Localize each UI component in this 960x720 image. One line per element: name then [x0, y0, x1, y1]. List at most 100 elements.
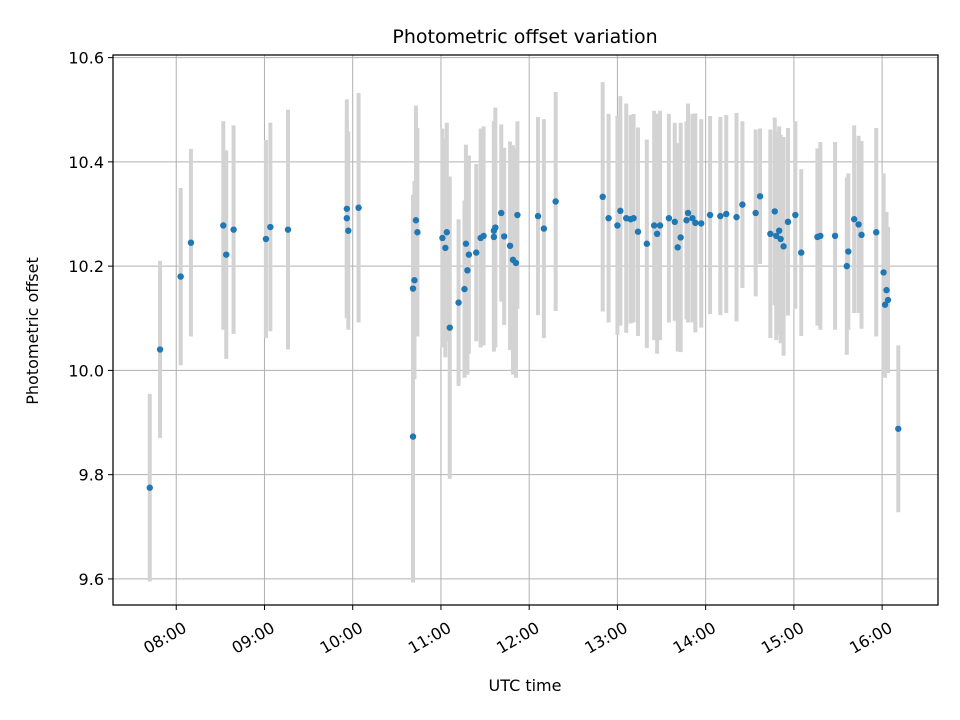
- y-tick-label: 10.0: [68, 361, 104, 380]
- data-point: [650, 222, 658, 229]
- data-point: [777, 235, 784, 243]
- data-point: [855, 221, 862, 228]
- data-point: [665, 214, 673, 222]
- data-point: [187, 239, 195, 246]
- data-point: [343, 214, 351, 222]
- data-point: [884, 296, 892, 304]
- data-point: [617, 207, 624, 215]
- data-point: [534, 212, 542, 220]
- data-point: [540, 225, 548, 232]
- data-point: [465, 251, 473, 258]
- data-point: [767, 230, 774, 238]
- data-point: [605, 214, 612, 222]
- data-point: [500, 233, 508, 240]
- data-point: [771, 208, 778, 215]
- y-tick-label: 10.2: [68, 257, 104, 276]
- data-point: [698, 220, 705, 227]
- data-point: [717, 212, 724, 220]
- data-point: [895, 425, 902, 432]
- y-tick-label: 9.8: [79, 466, 104, 485]
- data-point: [780, 243, 787, 250]
- y-axis-label: Photometric offset: [23, 257, 42, 405]
- y-tick-label: 10.6: [68, 49, 104, 68]
- data-point: [792, 211, 799, 219]
- y-tick-label: 10.4: [68, 153, 104, 172]
- data-point: [490, 233, 498, 241]
- data-points: [146, 193, 902, 491]
- data-point: [439, 234, 446, 242]
- data-point: [284, 226, 292, 233]
- chart-title: Photometric offset variation: [392, 26, 657, 48]
- data-point: [480, 232, 487, 240]
- data-point: [411, 277, 418, 284]
- data-point: [656, 222, 664, 229]
- data-point: [752, 209, 759, 217]
- data-point: [230, 226, 237, 233]
- data-point: [706, 211, 714, 219]
- data-point: [873, 229, 880, 236]
- data-point: [461, 285, 468, 293]
- data-point: [506, 242, 514, 250]
- data-point: [455, 299, 462, 306]
- data-point: [684, 209, 692, 217]
- data-point: [512, 259, 520, 267]
- data-point: [784, 218, 792, 226]
- data-point: [262, 235, 270, 243]
- x-axis-label: UTC time: [489, 676, 562, 695]
- data-point: [653, 230, 661, 238]
- data-point: [220, 222, 227, 229]
- data-point: [599, 193, 606, 201]
- data-point: [880, 269, 887, 276]
- data-point: [671, 218, 678, 226]
- data-point: [881, 301, 889, 308]
- data-point: [355, 204, 362, 211]
- data-point: [177, 273, 184, 280]
- data-point: [643, 240, 651, 247]
- data-point: [845, 248, 852, 255]
- data-point: [412, 217, 420, 224]
- data-point: [552, 198, 559, 205]
- data-point: [739, 201, 746, 208]
- data-point: [223, 251, 230, 258]
- data-point: [630, 214, 637, 222]
- plot-area-frame: [112, 54, 939, 606]
- data-point: [858, 231, 865, 239]
- data-point: [343, 205, 351, 212]
- data-point: [883, 286, 890, 294]
- data-point: [798, 249, 805, 256]
- data-point: [850, 216, 858, 223]
- data-point: [267, 223, 274, 231]
- data-point: [414, 229, 421, 236]
- data-point: [775, 227, 783, 234]
- data-point: [514, 211, 521, 219]
- data-point: [492, 224, 499, 231]
- data-point: [723, 210, 730, 218]
- y-tick-label: 9.6: [79, 570, 104, 589]
- data-point: [831, 232, 839, 240]
- data-point: [473, 249, 480, 256]
- data-point: [498, 209, 505, 217]
- data-point: [634, 228, 642, 235]
- data-point: [614, 222, 621, 229]
- data-point: [843, 262, 851, 270]
- data-point: [146, 484, 153, 491]
- data-point: [756, 193, 764, 200]
- data-point: [442, 244, 449, 252]
- data-point: [674, 244, 681, 251]
- data-point: [689, 214, 696, 222]
- data-point: [446, 324, 453, 331]
- data-point: [683, 217, 690, 224]
- data-point: [733, 213, 740, 221]
- data-point: [817, 232, 824, 240]
- data-point: [464, 267, 471, 274]
- data-point: [156, 346, 164, 353]
- data-point: [677, 234, 684, 241]
- data-point: [692, 219, 699, 227]
- data-point: [443, 229, 451, 236]
- data-point: [345, 227, 352, 234]
- data-point: [409, 285, 417, 292]
- data-point: [773, 232, 780, 240]
- data-point: [462, 240, 470, 247]
